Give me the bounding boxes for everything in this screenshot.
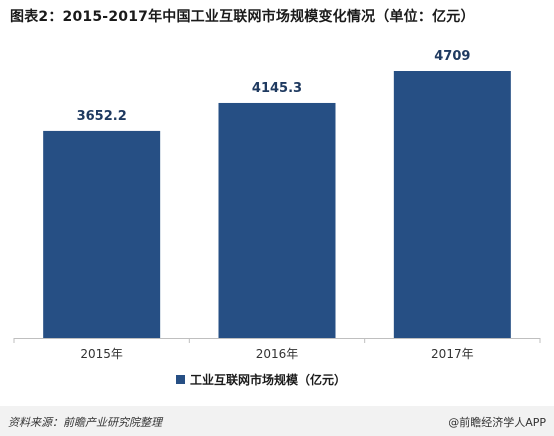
legend-swatch (176, 375, 185, 384)
bar-2 (393, 71, 511, 338)
legend-label: 工业互联网市场规模（亿元） (190, 372, 346, 387)
data-label-2: 4709 (434, 49, 470, 64)
data-label-1: 4145.3 (252, 81, 302, 96)
source-note: 资料来源：前瞻产业研究院整理 (8, 416, 162, 429)
category-label-0: 2015年 (80, 347, 123, 361)
chart-title: 图表2：2015-2017年中国工业互联网市场规模变化情况（单位：亿元） (10, 9, 475, 25)
data-label-0: 3652.2 (77, 109, 127, 124)
category-label-2: 2017年 (431, 347, 474, 361)
bar-0 (43, 130, 161, 338)
category-label-1: 2016年 (256, 347, 299, 361)
bar-1 (218, 102, 336, 338)
bar-chart: 3652.2 4145.3 4709 2015年 2016年 2017年 工业互联网市场… (13, 49, 541, 387)
brand-credit: @前瞻经济学人APP (448, 416, 546, 429)
footer: 资料来源：前瞻产业研究院整理 @前瞻经济学人APP (0, 406, 554, 436)
